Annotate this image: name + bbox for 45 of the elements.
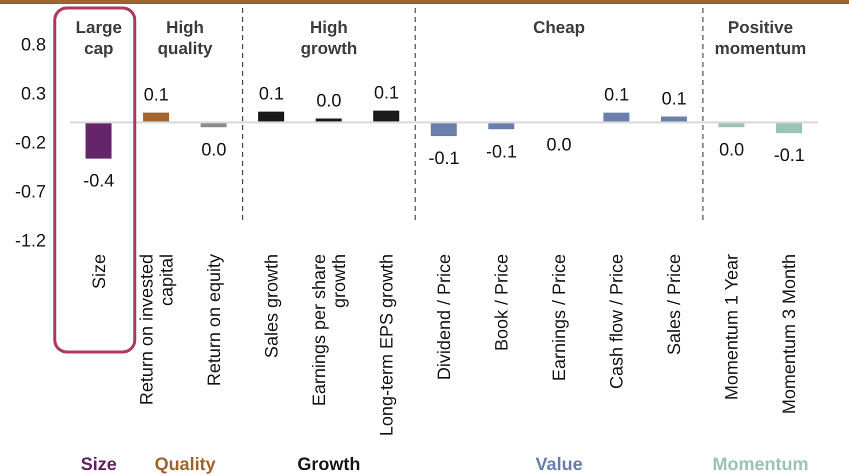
- x-tick-label: Earnings / Price: [549, 254, 570, 382]
- data-label: 0.1: [258, 84, 284, 104]
- x-tick-label: Size: [88, 254, 109, 290]
- text: Cheap: [533, 18, 586, 37]
- x-tick-label: Momentum 3 Month: [779, 254, 800, 414]
- x-tick-label: Earnings per share growth: [308, 254, 349, 406]
- text: Quality: [154, 454, 216, 474]
- data-label: 0.0: [546, 134, 572, 154]
- text: Momentum: [712, 454, 808, 474]
- bar: [258, 112, 284, 122]
- bar: [373, 110, 400, 122]
- annotation: Large cap: [76, 18, 122, 58]
- text: Growth: [297, 454, 360, 474]
- data-label: 0.0: [201, 139, 226, 160]
- x-tick-label: Sales / Price: [664, 254, 684, 356]
- x-tick-label: Long-term EPS growth: [376, 254, 396, 436]
- y-tick-label: -1.2: [14, 230, 46, 250]
- data-label: 0.1: [374, 82, 399, 103]
- data-label: -0.1: [774, 145, 805, 166]
- bar: [430, 122, 457, 136]
- x-tick-label: Return on equity: [204, 254, 224, 386]
- x-tick-label: Momentum 1 Year: [722, 254, 742, 400]
- x-tick-label: Return on invested capital: [136, 254, 176, 406]
- y-tick-label: 0.3: [20, 83, 46, 104]
- x-tick-label: Sales growth: [261, 254, 282, 358]
- data-label: -0.1: [428, 148, 460, 168]
- data-label: 0.0: [316, 90, 342, 110]
- y-tick-label: -0.2: [14, 132, 46, 152]
- annotation: High quality: [158, 18, 214, 58]
- bar: [86, 122, 112, 159]
- data-label: -0.4: [83, 170, 114, 191]
- data-label: 0.1: [604, 84, 630, 105]
- data-label: 0.1: [144, 84, 169, 105]
- text: Value: [536, 454, 583, 474]
- y-tick-label: -0.7: [14, 181, 46, 202]
- annotation: High growth: [300, 18, 358, 58]
- y-tick-label: 0.8: [20, 34, 46, 54]
- x-tick-label: Dividend / Price: [434, 254, 454, 380]
- annotation: Positive momentum: [714, 18, 806, 58]
- data-label: -0.1: [486, 141, 518, 162]
- data-label: 0.0: [719, 139, 744, 160]
- data-label: 0.1: [662, 88, 687, 109]
- text: Size: [80, 454, 117, 474]
- x-tick-label: Book / Price: [492, 254, 512, 352]
- x-tick-label: Cash flow / Price: [606, 254, 627, 390]
